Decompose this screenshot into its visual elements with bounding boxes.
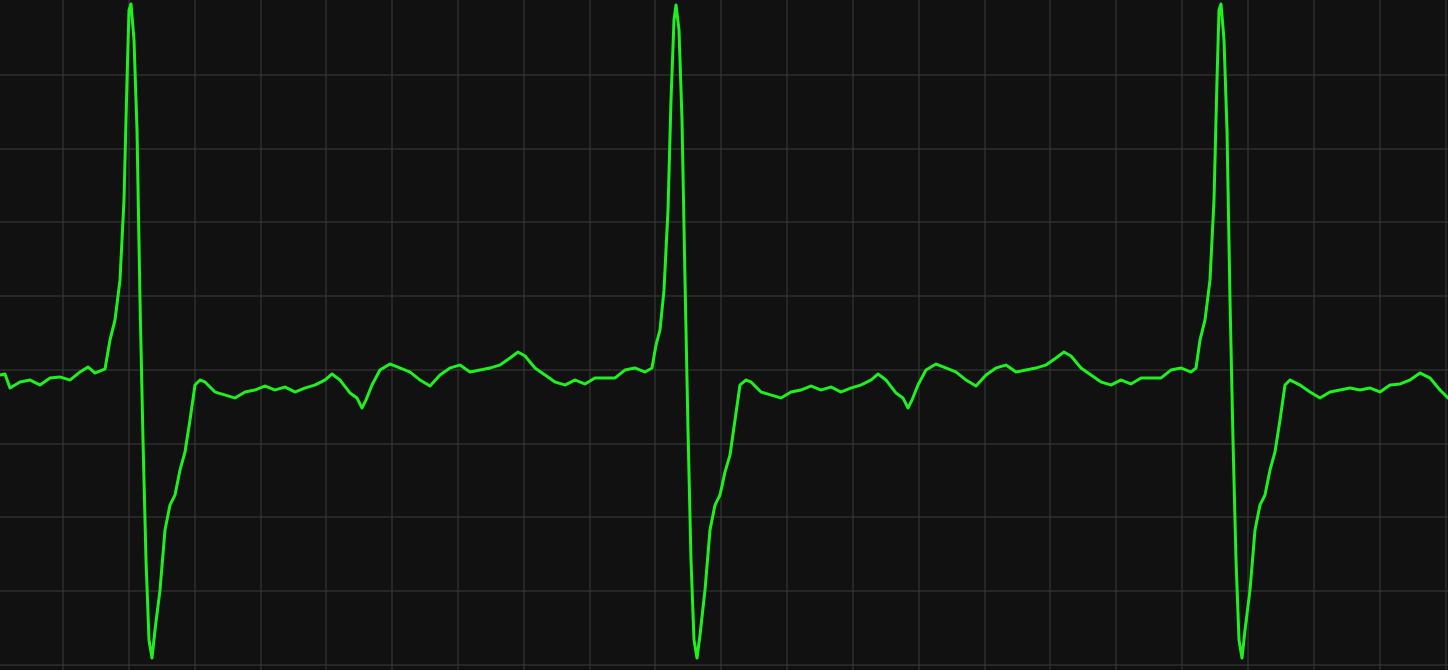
background [0,0,1448,670]
chart [0,0,1448,670]
waveform [0,2,1448,660]
page: {"chart_data": {"type": "line", "color":… [0,0,1448,670]
